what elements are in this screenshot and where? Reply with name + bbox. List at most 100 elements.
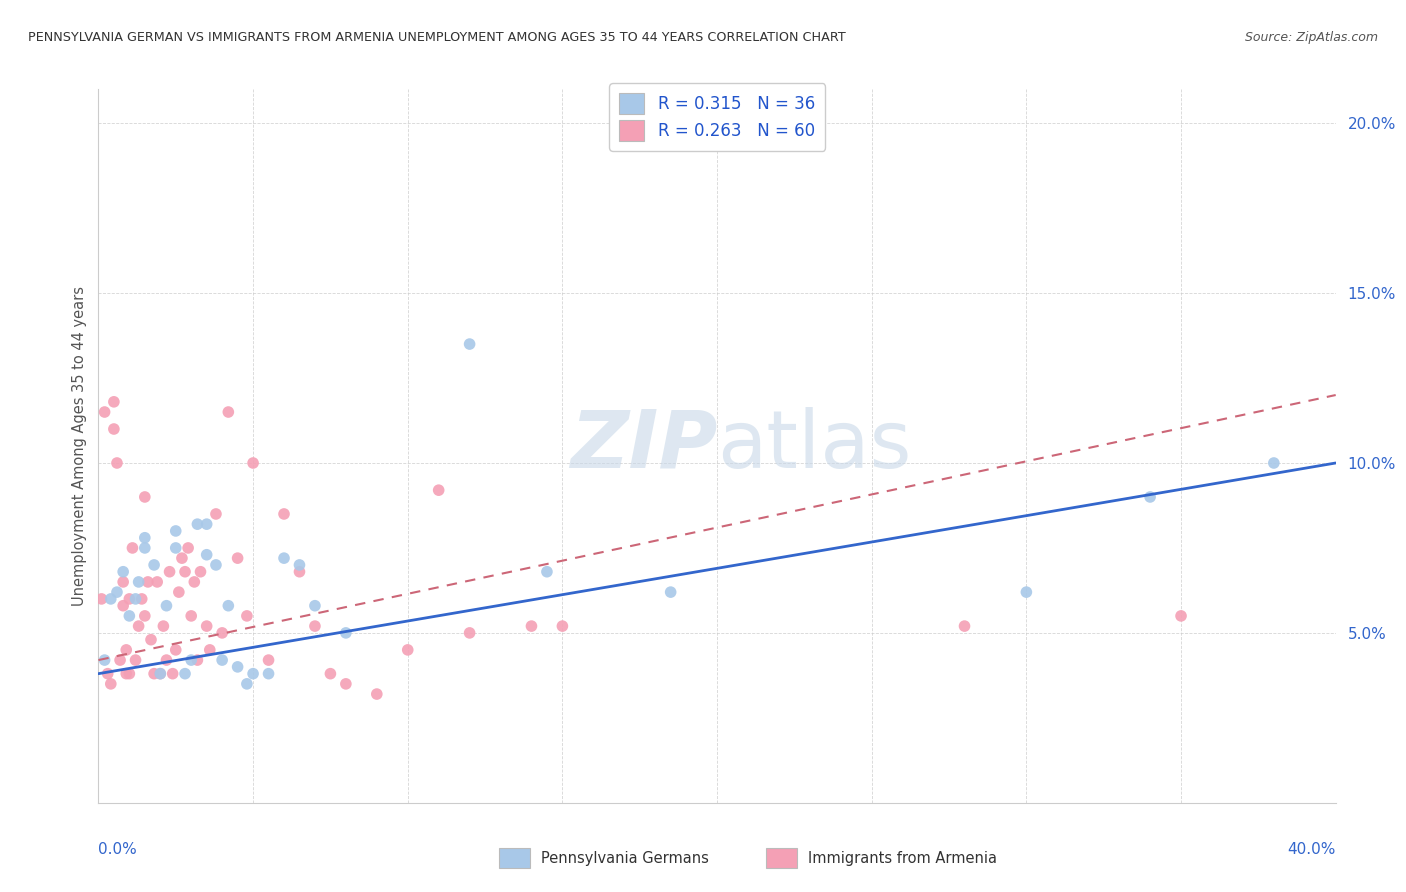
Point bbox=[211, 653, 233, 667]
Point bbox=[273, 507, 295, 521]
Point bbox=[143, 558, 166, 572]
Y-axis label: Unemployment Among Ages 35 to 44 years: Unemployment Among Ages 35 to 44 years bbox=[72, 286, 87, 606]
Point bbox=[97, 666, 120, 681]
Point bbox=[134, 531, 156, 545]
Point bbox=[149, 666, 172, 681]
Text: atlas: atlas bbox=[717, 407, 911, 485]
Point bbox=[100, 591, 122, 606]
Point bbox=[257, 653, 280, 667]
Point bbox=[335, 626, 357, 640]
Point bbox=[304, 619, 326, 633]
Point bbox=[165, 643, 187, 657]
Point bbox=[458, 626, 481, 640]
Point bbox=[186, 517, 208, 532]
Legend: R = 0.315   N = 36, R = 0.263   N = 60: R = 0.315 N = 36, R = 0.263 N = 60 bbox=[609, 83, 825, 151]
Point bbox=[149, 666, 172, 681]
Point bbox=[170, 551, 193, 566]
Point bbox=[112, 599, 135, 613]
Point bbox=[146, 574, 169, 589]
Point bbox=[366, 687, 388, 701]
Point bbox=[183, 574, 205, 589]
Point bbox=[1015, 585, 1038, 599]
Point bbox=[118, 666, 141, 681]
Point bbox=[105, 585, 128, 599]
Point bbox=[134, 541, 156, 555]
Point bbox=[143, 666, 166, 681]
Point bbox=[128, 619, 150, 633]
Point bbox=[236, 677, 259, 691]
Point bbox=[1170, 608, 1192, 623]
Point bbox=[90, 591, 112, 606]
Point bbox=[136, 574, 159, 589]
Point bbox=[112, 574, 135, 589]
Point bbox=[205, 507, 228, 521]
Point bbox=[128, 574, 150, 589]
Point bbox=[115, 666, 138, 681]
Point bbox=[124, 591, 146, 606]
Point bbox=[427, 483, 450, 498]
Point bbox=[236, 608, 259, 623]
Point bbox=[165, 541, 187, 555]
Point bbox=[93, 405, 115, 419]
Point bbox=[217, 599, 239, 613]
Point bbox=[953, 619, 976, 633]
Point bbox=[162, 666, 184, 681]
Point bbox=[1263, 456, 1285, 470]
Point bbox=[118, 608, 141, 623]
Text: 40.0%: 40.0% bbox=[1288, 842, 1336, 857]
Point bbox=[186, 653, 208, 667]
Text: 0.0%: 0.0% bbox=[98, 842, 138, 857]
Point bbox=[659, 585, 682, 599]
Point bbox=[226, 551, 249, 566]
Point bbox=[198, 643, 221, 657]
Point bbox=[134, 608, 156, 623]
Point bbox=[167, 585, 190, 599]
Point bbox=[155, 599, 177, 613]
Point bbox=[304, 599, 326, 613]
Point bbox=[118, 591, 141, 606]
Point bbox=[396, 643, 419, 657]
Point bbox=[180, 653, 202, 667]
Point bbox=[551, 619, 574, 633]
Point bbox=[177, 541, 200, 555]
Point bbox=[174, 565, 197, 579]
Point bbox=[93, 653, 115, 667]
Point bbox=[155, 653, 177, 667]
Point bbox=[195, 517, 218, 532]
Point bbox=[520, 619, 543, 633]
Point bbox=[124, 653, 146, 667]
Point bbox=[108, 653, 131, 667]
Point bbox=[103, 394, 125, 409]
Point bbox=[159, 565, 181, 579]
Point bbox=[121, 541, 143, 555]
Point bbox=[174, 666, 197, 681]
Text: Pennsylvania Germans: Pennsylvania Germans bbox=[541, 852, 709, 866]
Point bbox=[217, 405, 239, 419]
Point bbox=[458, 337, 481, 351]
Point bbox=[257, 666, 280, 681]
Point bbox=[226, 660, 249, 674]
Point bbox=[139, 632, 162, 647]
Point bbox=[103, 422, 125, 436]
Point bbox=[165, 524, 187, 538]
Point bbox=[180, 608, 202, 623]
Point bbox=[152, 619, 174, 633]
Point bbox=[195, 548, 218, 562]
Point bbox=[134, 490, 156, 504]
Point bbox=[242, 456, 264, 470]
Point bbox=[1139, 490, 1161, 504]
Point bbox=[115, 643, 138, 657]
Text: Source: ZipAtlas.com: Source: ZipAtlas.com bbox=[1244, 31, 1378, 45]
Point bbox=[242, 666, 264, 681]
Point bbox=[195, 619, 218, 633]
Point bbox=[319, 666, 342, 681]
Point bbox=[131, 591, 153, 606]
Text: Immigrants from Armenia: Immigrants from Armenia bbox=[808, 852, 997, 866]
Point bbox=[273, 551, 295, 566]
Point bbox=[335, 677, 357, 691]
Point bbox=[105, 456, 128, 470]
Text: ZIP: ZIP bbox=[569, 407, 717, 485]
Point bbox=[211, 626, 233, 640]
Point bbox=[205, 558, 228, 572]
Text: PENNSYLVANIA GERMAN VS IMMIGRANTS FROM ARMENIA UNEMPLOYMENT AMONG AGES 35 TO 44 : PENNSYLVANIA GERMAN VS IMMIGRANTS FROM A… bbox=[28, 31, 846, 45]
